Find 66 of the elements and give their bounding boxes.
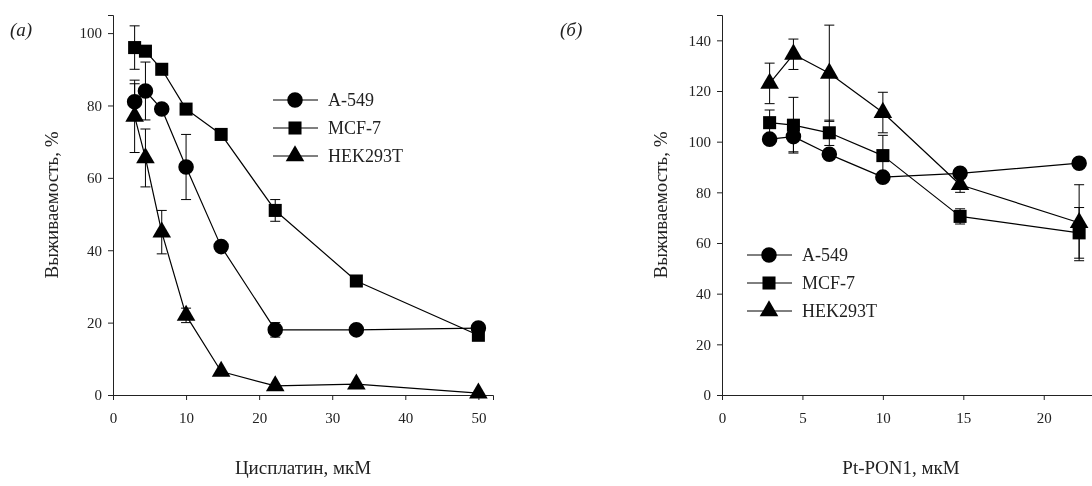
point [176,304,196,321]
x-tick-label: 20 [252,409,268,426]
chart-title: (а) [10,19,33,41]
point [137,83,154,99]
x-tick-label: 0 [109,409,118,426]
y-tick-label: 120 [688,83,711,100]
point [786,118,800,132]
y-tick-label: 140 [688,32,711,49]
point [155,62,169,76]
point [211,360,231,377]
y-tick-label: 60 [696,235,711,252]
point [265,375,285,392]
y-tick-label: 100 [79,25,102,42]
x-tick-label: 10 [179,409,195,426]
point [1071,155,1087,171]
y-axis-title: Выживаемость, % [41,131,62,279]
point [179,102,193,116]
y-tick-label: 60 [87,170,102,187]
point [214,127,228,141]
x-tick-label: 40 [398,409,414,426]
x-tick-label: 5 [799,409,807,426]
point [784,43,803,60]
y-tick-label: 40 [87,242,102,259]
y-tick-label: 40 [696,285,711,302]
x-tick-label: 10 [875,409,891,426]
x-tick-label: 20 [1036,409,1052,426]
x-axis-title: Pt-PON1, мкМ [842,457,960,478]
x-tick-label: 30 [325,409,341,426]
y-tick-label: 20 [696,336,711,353]
point [763,116,777,130]
point [469,382,488,399]
point [347,373,366,390]
point [821,146,838,163]
x-tick-label: 50 [471,409,487,426]
y-tick-label: 0 [703,387,711,404]
point [153,101,170,117]
y-tick-label: 0 [94,387,102,404]
x-tick-label: 0 [718,409,727,426]
point [152,221,172,238]
point [822,126,836,140]
legend-label: A-549 [328,90,374,110]
legend-label: MCF-7 [328,118,382,138]
point [349,274,363,288]
point [761,131,778,147]
chart-title: (б) [560,19,583,41]
y-tick-label: 80 [87,97,102,114]
point [819,62,839,79]
legend-label: A-549 [802,245,848,265]
y-axis-title: Выживаемость, % [650,131,671,279]
y-tick-label: 20 [87,314,102,331]
point [213,238,229,255]
x-axis-title: Цисплатин, мкМ [234,457,372,478]
legend-label: HEK293T [328,146,403,166]
point [760,72,779,89]
point [876,149,890,163]
point [136,147,155,164]
point [873,101,893,118]
legend-label: MCF-7 [802,273,856,293]
y-tick-label: 80 [696,184,711,201]
point [178,159,194,175]
point [138,44,152,58]
legend-label: HEK293T [802,301,877,321]
y-tick-label: 100 [688,133,711,150]
point [348,322,365,338]
point [268,203,282,217]
x-tick-label: 15 [956,409,972,426]
